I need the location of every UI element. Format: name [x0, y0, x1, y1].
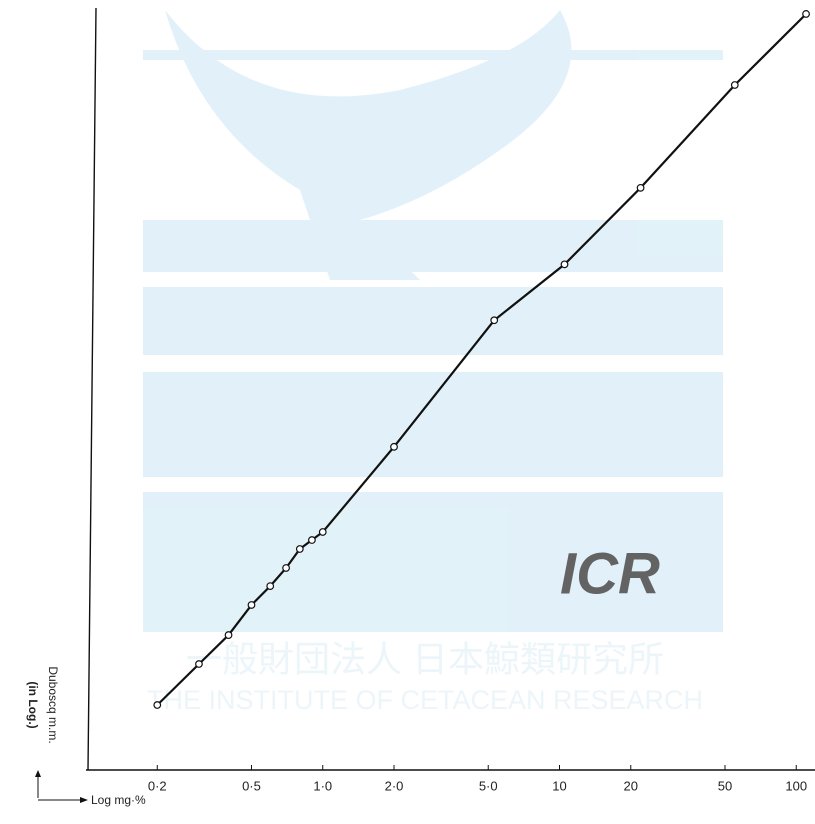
data-point: [196, 661, 203, 668]
data-point: [561, 261, 568, 268]
data-point: [803, 11, 810, 18]
x-tick-label: 100: [785, 778, 807, 793]
x-tick-label: 0·5: [242, 778, 261, 793]
x-tick-label: 20: [624, 778, 638, 793]
watermark-bar: [143, 372, 723, 477]
y-arrow-head: [35, 770, 41, 777]
y-axis-note: (in Log.): [26, 681, 40, 728]
watermark-japanese: 一般財団法人 日本鯨類研究所: [186, 639, 664, 680]
data-point: [248, 602, 255, 609]
watermark-english: THE INSTITUTE OF CETACEAN RESEARCH: [147, 685, 703, 715]
watermark-logo: ICR: [560, 541, 660, 606]
data-point: [391, 444, 398, 451]
x-axis-title: Log mg·%: [91, 793, 146, 807]
data-point: [309, 537, 316, 544]
data-point: [637, 185, 644, 192]
watermark-bar: [143, 220, 723, 272]
data-point: [283, 565, 290, 572]
y-axis-title: Duboscq m.m.: [46, 666, 60, 743]
x-tick-label: 2·0: [385, 778, 404, 793]
data-point: [319, 529, 326, 536]
data-point: [267, 583, 274, 590]
watermark-bar: [143, 50, 723, 60]
x-tick-label: 1·0: [313, 778, 332, 793]
x-tick-label: 5·0: [479, 778, 498, 793]
watermark: ICR 一般財団法人 日本鯨類研究所 THE INSTITUTE OF CETA…: [143, 10, 723, 715]
data-point: [731, 82, 738, 89]
watermark-bar: [143, 287, 723, 355]
x-arrow-head: [80, 797, 88, 803]
data-point: [297, 546, 304, 553]
data-point: [491, 317, 498, 324]
y-axis: [88, 8, 96, 770]
chart: ICR 一般財団法人 日本鯨類研究所 THE INSTITUTE OF CETA…: [0, 0, 815, 819]
x-tick-label: 50: [718, 778, 732, 793]
page: {"chart_data": { "type": "line", "x_labe…: [0, 0, 815, 819]
x-tick-label: 10: [552, 778, 566, 793]
data-point: [225, 632, 232, 639]
x-tick-label: 0·2: [148, 778, 167, 793]
data-point: [154, 702, 161, 709]
